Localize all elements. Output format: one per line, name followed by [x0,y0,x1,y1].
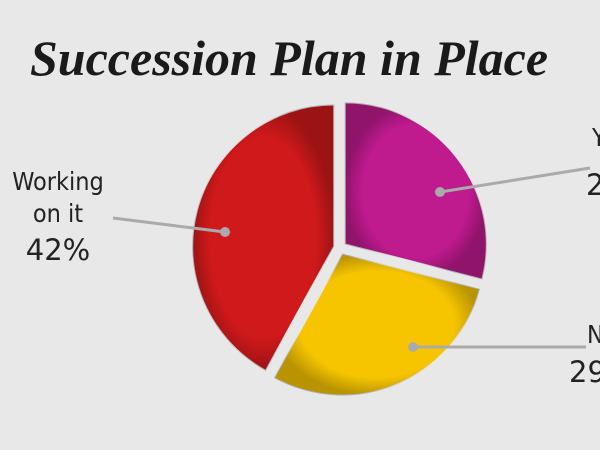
value-label: 29% [569,355,600,389]
leader-dot [408,342,418,352]
slice-shade [344,102,487,280]
slice-shade [192,104,335,371]
category-label: Working on it [12,167,104,228]
category-label: Yes [591,123,600,152]
leader-line [112,216,226,234]
value-label: 42% [26,233,90,267]
leader-dot [435,187,445,197]
value-label: 29% [586,168,600,202]
leader-line [439,166,591,194]
chart-title: Succession Plan in Place [30,30,548,86]
leader-dot [220,227,230,237]
slice-shade [273,253,480,396]
category-label: No [587,320,600,349]
